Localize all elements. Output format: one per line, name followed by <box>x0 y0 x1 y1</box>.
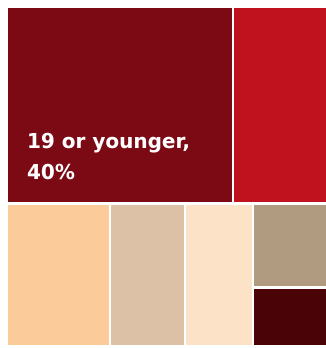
tile-label-line2: 40% <box>27 160 75 184</box>
treemap-tile-3 <box>8 205 109 345</box>
treemap-tile-5 <box>186 205 252 345</box>
treemap-tile-2 <box>234 8 326 202</box>
treemap-tile-6 <box>254 205 326 286</box>
tile-label-line1: 19 or younger, <box>27 129 190 153</box>
treemap-tiles: 19 or younger, 40% <box>8 8 326 345</box>
treemap-tile-1 <box>8 8 232 202</box>
treemap-tile-4 <box>111 205 184 345</box>
treemap-tile-7 <box>254 289 326 345</box>
